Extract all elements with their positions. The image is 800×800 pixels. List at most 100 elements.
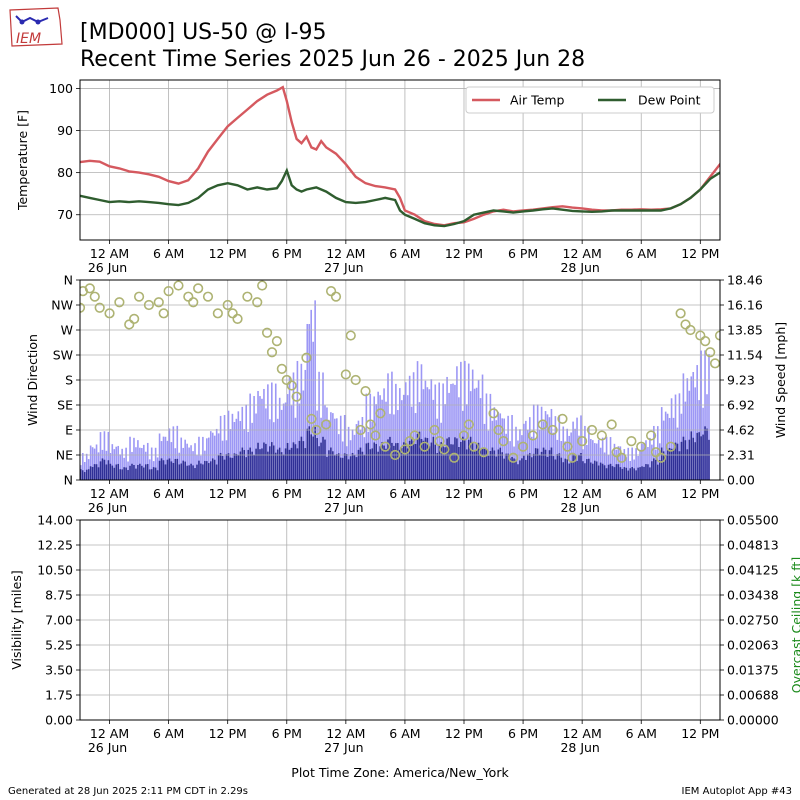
gust-bar [215,428,218,480]
speed-bar [326,456,328,480]
gust-bar [613,443,616,480]
speed-bar [139,463,141,480]
speed-bar [91,467,94,480]
gust-bar [284,402,287,480]
gust-bar [83,461,86,480]
gust-bar [590,439,592,480]
speed-bar [160,458,163,480]
speed-bar [497,449,500,480]
direction-point [222,299,233,311]
y2-tick-label: 6.92 [727,398,755,413]
gust-bar [558,415,561,480]
legend-label-air-temp: Air Temp [510,93,565,108]
direction-point [557,413,568,424]
gust-bar [473,388,476,480]
speed-bar [359,447,362,480]
speed-bar [385,448,387,480]
gust-bar [617,446,620,480]
gust-bar [674,394,677,480]
y-tick-label: NW [51,298,73,313]
gust-bar [436,418,439,480]
speed-bar [227,453,230,480]
speed-bar [85,469,88,480]
x-tick-date: 26 Jun [88,500,127,515]
speed-bar [446,438,448,480]
speed-bar [278,447,281,480]
speed-bar [550,447,553,480]
gust-bar [708,354,710,480]
speed-bar [243,450,246,480]
gust-bar [208,437,210,480]
x-tick-label: 6 PM [272,246,302,261]
speed-bar [507,453,509,480]
speed-bar [530,457,533,480]
speed-bar [641,466,643,480]
direction-point [252,297,263,308]
direction-point [212,308,223,319]
x-tick-date: 27 Jun [324,740,363,755]
y-tick-label: 7.00 [45,613,73,628]
speed-bar [233,453,236,480]
speed-bar [143,467,145,480]
speed-bar [357,449,360,480]
y2-tick-label: 0.02063 [727,638,779,653]
gust-bar [292,372,295,480]
y2-tick-label: 0.00688 [727,688,779,703]
y-tick-label: 90 [57,123,73,138]
speed-bar [408,440,411,480]
gust-bar [213,435,216,480]
speed-bar [485,449,488,480]
gust-bar [664,411,667,480]
direction-point [232,313,243,324]
speed-bar [454,437,456,480]
y2-tick-label: 2.31 [727,448,755,463]
gust-bar [692,372,695,480]
speed-bar [206,461,208,480]
speed-bar [383,445,385,480]
speed-bar [308,426,311,480]
speed-bar [412,441,415,480]
speed-bar [404,439,407,480]
legend-label-dew-point: Dew Point [638,93,701,108]
speed-bar [298,440,301,480]
gust-bar [485,393,488,480]
speed-bar [469,436,472,480]
speed-bar [253,454,255,480]
gust-bar [422,389,425,480]
direction-point [726,337,735,346]
speed-bar [499,447,502,480]
gust-bar [412,372,415,480]
speed-bar [119,469,121,480]
y-tick-label: SW [53,348,73,363]
speed-bar [574,455,576,480]
speed-bar [188,465,190,480]
speed-bar [702,434,704,480]
speed-bar [300,436,303,480]
speed-bar [251,451,253,480]
speed-bar [515,459,517,480]
y2-axis-label: Wind Speed [mph] [773,322,788,438]
speed-bar [310,434,312,480]
x-tick-label: 6 AM [389,486,420,501]
speed-bar [328,450,330,480]
speed-bar [521,458,523,480]
gust-bar [146,442,149,480]
direction-point [104,308,115,319]
speed-bar [131,463,133,480]
x-tick-label: 12 PM [681,246,719,261]
speed-bar [562,462,565,480]
direction-point [153,297,164,308]
speed-bar [81,470,84,480]
speed-bar [566,459,568,480]
gust-bar [641,443,643,480]
gust-bar [387,373,389,480]
direction-point [709,358,720,369]
speed-bar [345,453,348,480]
x-tick-label: 6 AM [626,486,657,501]
speed-bar [647,464,649,480]
gust-bar [503,418,505,480]
gust-bar [501,418,504,480]
speed-bar [611,466,614,480]
speed-bar [109,463,112,480]
speed-bar [174,458,177,480]
